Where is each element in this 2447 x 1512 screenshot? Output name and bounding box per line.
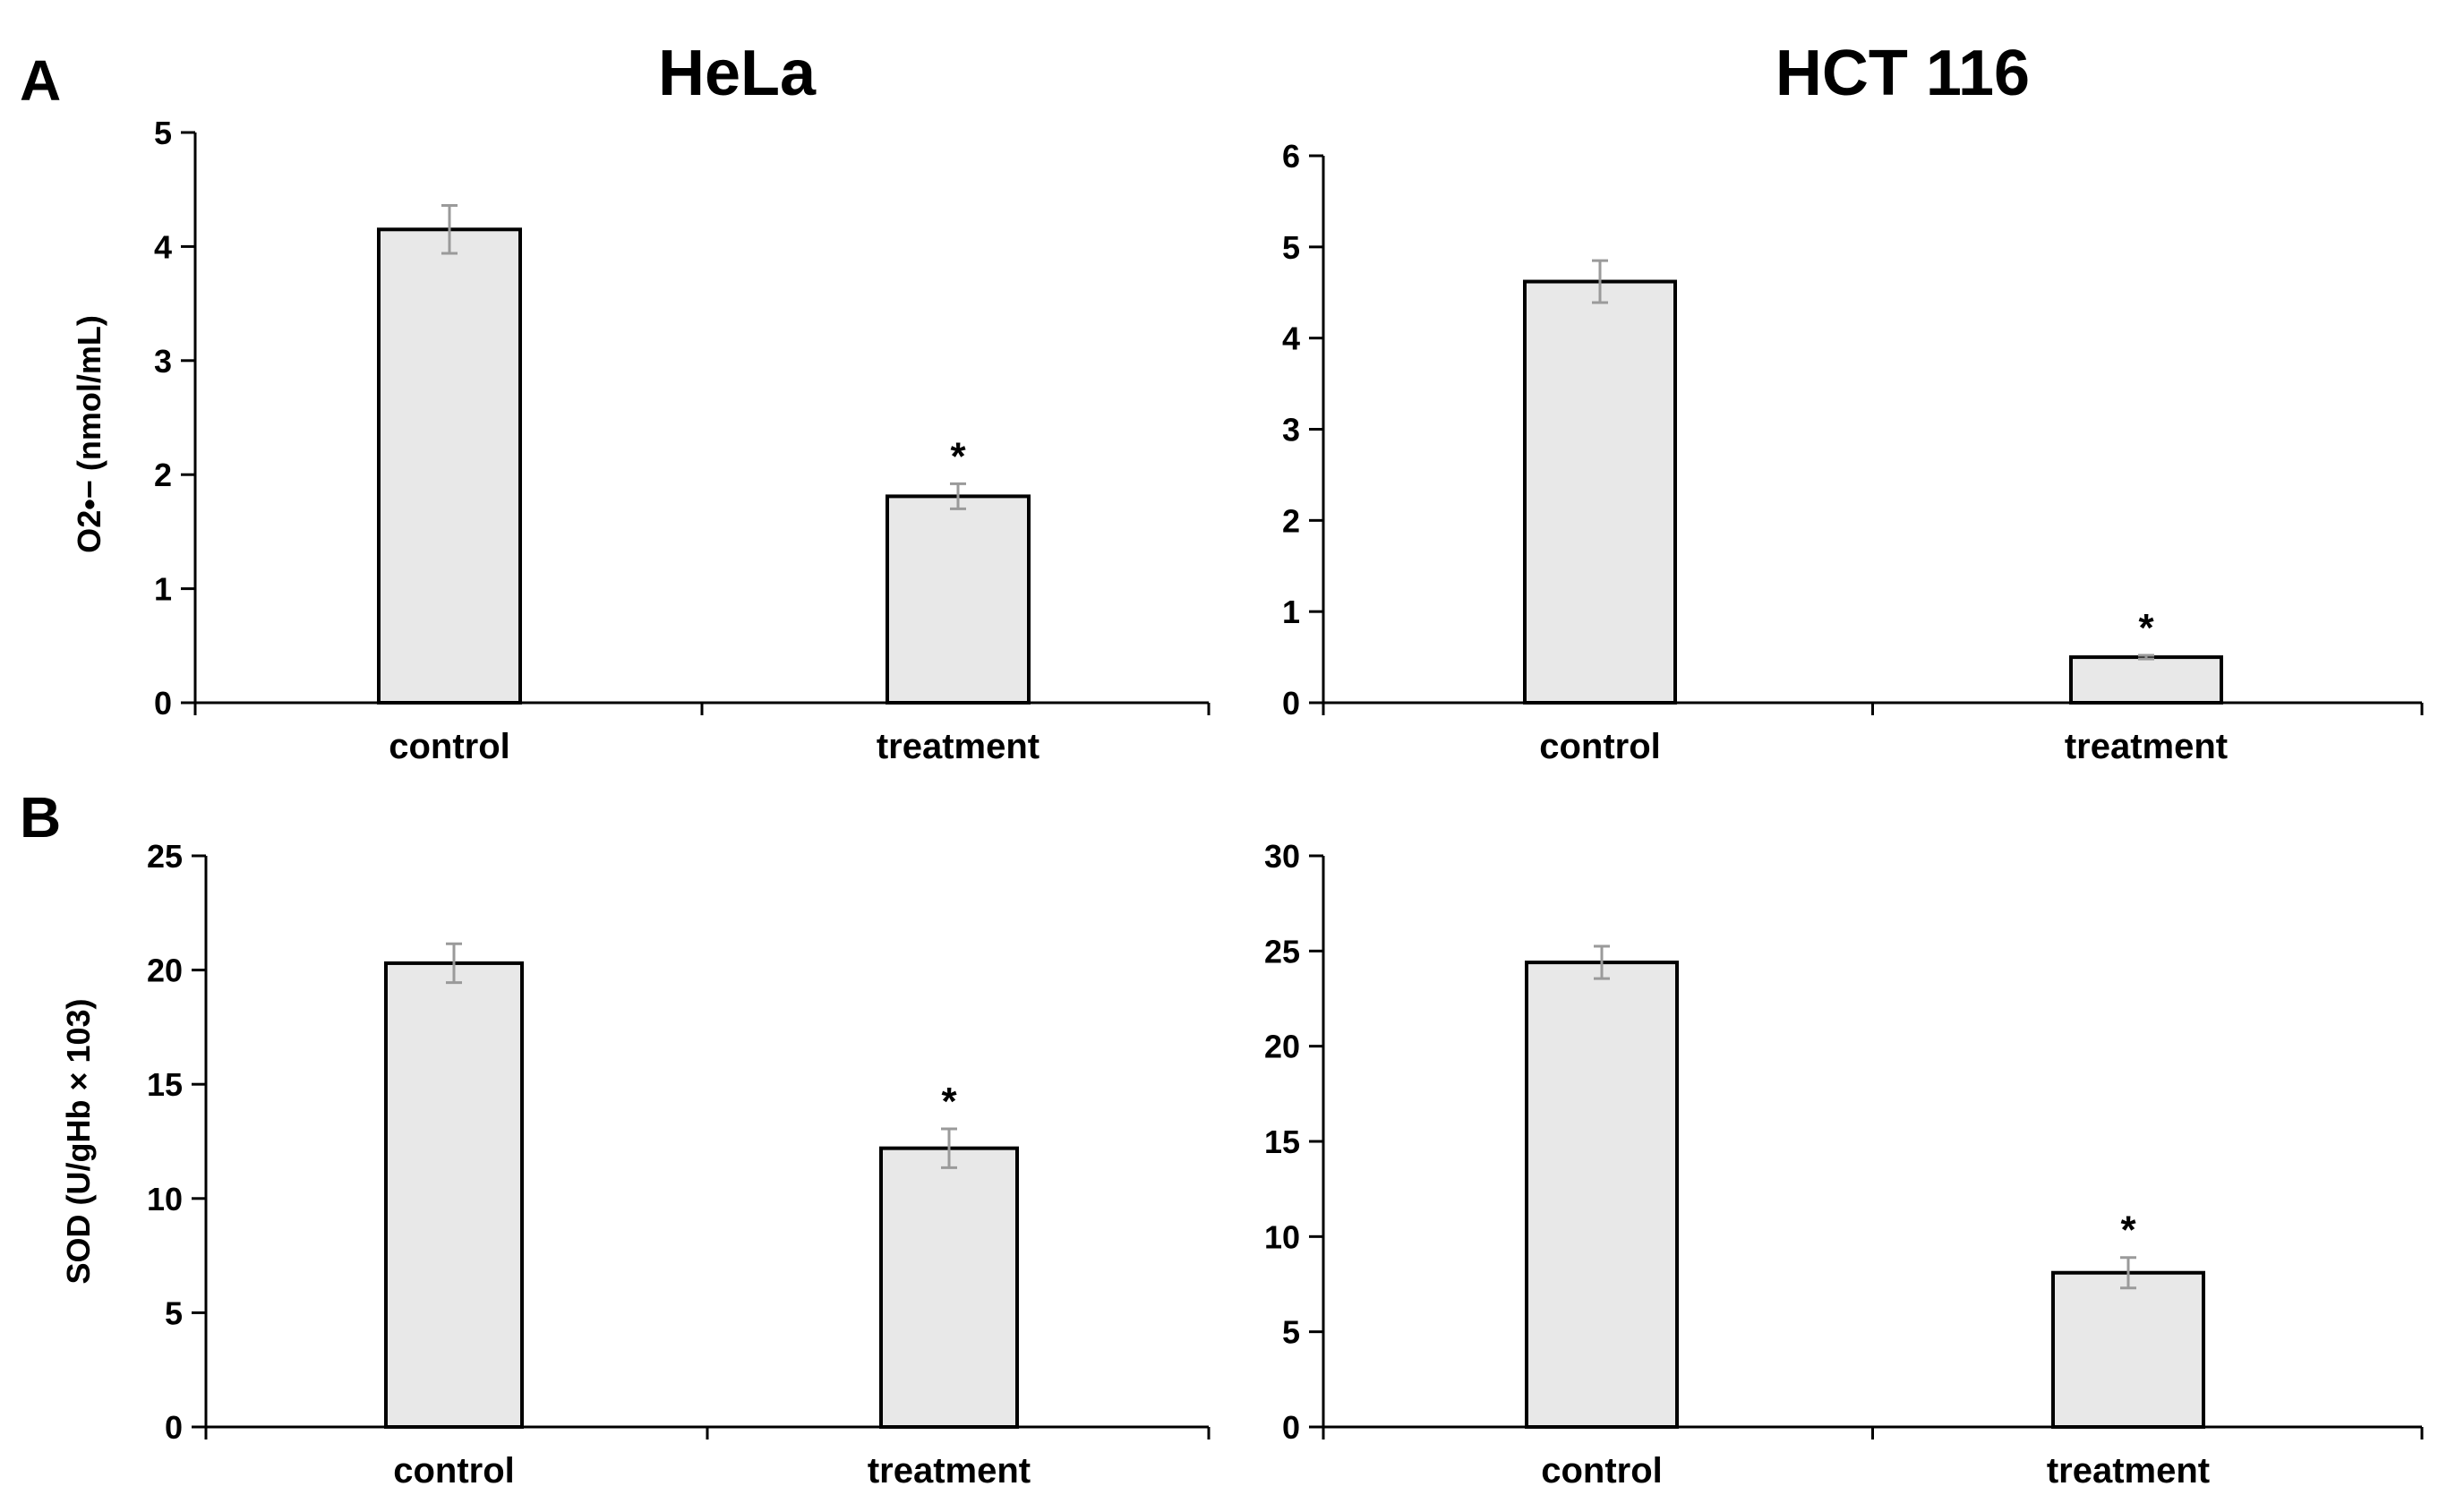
y-tick-label: 0 [165,1409,183,1446]
panel-label-b: B [20,785,61,850]
y-axis-label: O2•− (nmol/mL) [71,315,107,553]
y-tick-label: 2 [154,457,172,493]
y-tick-label: 15 [147,1066,183,1103]
y-tick-label: 30 [1264,838,1300,875]
chart-hela-sod: SOD (U/gHb × 103) 0 5 10 15 20 25 control * trea… [60,838,1211,1491]
significance-marker: * [2120,1209,2136,1252]
chart-hela-superoxide: HeLa O2•− (nmol/mL) 0 1 2 3 4 5 control * treatm… [71,38,1211,766]
y-tick-label: 1 [154,571,172,608]
y-tick-label: 10 [1264,1218,1300,1255]
y-tick-label: 5 [165,1294,183,1331]
y-tick-label: 20 [147,952,183,989]
y-tick-label: 5 [1282,229,1300,266]
bar-control [1523,279,1677,705]
y-tick-label: 2 [1282,502,1300,539]
y-tick-label: 0 [154,685,172,722]
panel-label-a: A [20,48,61,113]
y-tick-label: 0 [1282,685,1300,722]
chart-hct116-superoxide: HCT 116 0 1 2 3 4 5 6 control * treatment [1282,38,2424,766]
bar-control [377,227,522,705]
bar-treatment [886,494,1031,705]
x-category-label: control [393,1451,515,1491]
y-tick-label: 10 [147,1181,183,1217]
y-tick-label: 3 [154,343,172,380]
x-category-label: control [1539,727,1661,766]
significance-marker: * [950,434,966,478]
y-axis-label: SOD (U/gHb × 103) [60,998,97,1284]
bar-treatment [2069,655,2223,705]
y-tick-label: 4 [154,228,172,265]
x-category-label: treatment [2065,727,2228,766]
chart-title: HCT 116 [1775,38,2030,109]
bar-control [384,961,524,1429]
y-tick-label: 25 [1264,933,1300,970]
bar-treatment [2051,1270,2205,1429]
y-tick-label: 5 [1282,1314,1300,1351]
significance-marker: * [2138,606,2154,650]
y-tick-label: 1 [1282,594,1300,630]
bar-control [1525,961,1679,1430]
x-category-label: control [389,727,510,766]
x-category-label: treatment [877,727,1040,766]
chart-title: HeLa [658,38,817,109]
y-tick-label: 6 [1282,138,1300,175]
x-category-label: control [1541,1451,1663,1491]
bar-treatment [879,1146,1019,1429]
significance-marker: * [941,1080,957,1123]
x-category-label: treatment [2047,1451,2210,1491]
y-tick-label: 5 [154,115,172,151]
chart-hct116-sod: 0 5 10 15 20 25 30 control * treatment [1264,838,2424,1491]
y-tick-label: 3 [1282,412,1300,448]
y-tick-label: 20 [1264,1029,1300,1065]
y-tick-label: 0 [1282,1409,1300,1446]
y-tick-label: 25 [147,838,183,875]
x-category-label: treatment [868,1451,1031,1491]
y-tick-label: 15 [1264,1123,1300,1160]
y-tick-label: 4 [1282,320,1300,357]
